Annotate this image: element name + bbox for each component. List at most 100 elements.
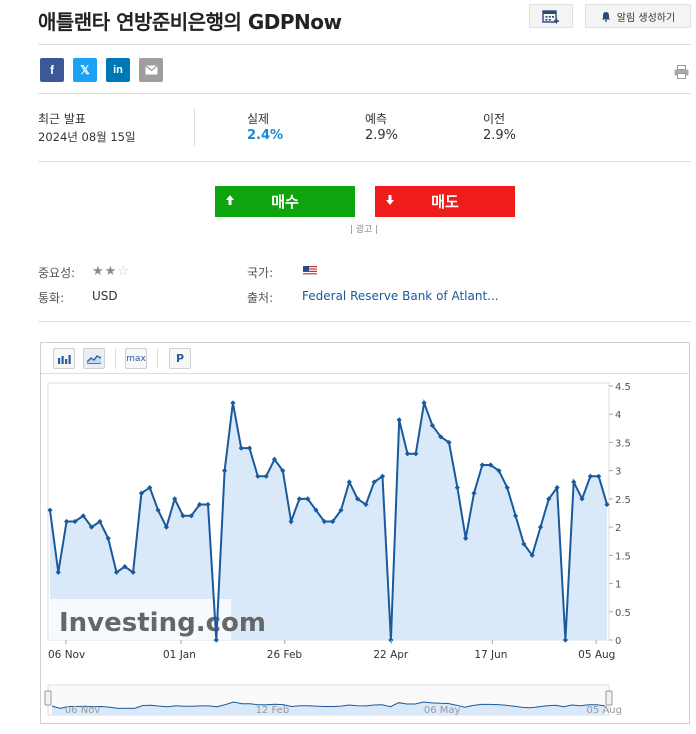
- previous-label: 이전: [483, 112, 506, 126]
- data-point: [529, 552, 535, 558]
- share-email-button[interactable]: [139, 58, 163, 82]
- x-tick-label: 22 Apr: [373, 649, 409, 661]
- navigator-handle: [44, 690, 52, 706]
- y-tick-label: 0.5: [615, 608, 631, 619]
- data-point: [504, 485, 510, 491]
- sell-label: 매도: [431, 193, 459, 211]
- navigator-line: [51, 701, 606, 709]
- buy-button[interactable]: 매수: [215, 186, 355, 217]
- data-point: [537, 524, 544, 530]
- country-label: 국가:: [247, 266, 274, 280]
- share-linkedin-button[interactable]: in: [106, 58, 130, 82]
- star-empty-icon: ☆: [117, 264, 130, 279]
- data-point: [521, 541, 527, 547]
- data-point: [97, 518, 103, 525]
- arrow-down-icon: [386, 195, 394, 205]
- star-filled-icon: ★: [104, 264, 118, 279]
- data-point: [105, 535, 111, 541]
- bar-chart-button[interactable]: [53, 348, 75, 369]
- buy-label: 매수: [271, 193, 299, 211]
- x-tick-label: 01 Jan: [163, 649, 196, 661]
- x-tick-label: 06 Nov: [48, 649, 85, 661]
- sell-button[interactable]: 매도: [375, 186, 515, 217]
- arrow-up-icon: [226, 195, 234, 205]
- data-point: [546, 496, 552, 502]
- page-title: 애틀랜타 연방준비은행의 GDPNow: [38, 10, 342, 34]
- star-filled-icon: ★: [92, 264, 105, 279]
- divider: [194, 108, 195, 146]
- y-tick-label: 4.5: [615, 382, 631, 393]
- data-point: [429, 422, 436, 429]
- data-point: [488, 462, 494, 468]
- data-point: [213, 637, 219, 643]
- x-tick-label: 05 Aug: [578, 649, 615, 661]
- area-chart-icon: [86, 355, 102, 364]
- bell-icon: [601, 11, 610, 22]
- y-tick-label: 0: [615, 636, 621, 647]
- importance-label: 중요성:: [38, 266, 76, 280]
- data-point: [72, 518, 78, 525]
- navigator-handle: [605, 690, 613, 706]
- source-label: 출처:: [247, 291, 274, 305]
- data-point: [404, 451, 411, 457]
- divider: [38, 161, 691, 162]
- divider: [157, 348, 158, 369]
- importance-stars: ★★☆: [92, 264, 130, 279]
- navigator-label: 05 Aug: [587, 705, 622, 716]
- add-to-calendar-button[interactable]: [529, 4, 573, 28]
- data-point: [205, 501, 211, 508]
- data-point: [479, 462, 485, 468]
- data-point: [138, 490, 145, 496]
- forecast-label: 예측: [365, 112, 388, 126]
- previous-value: 2.9%: [483, 128, 517, 143]
- actual-value: 2.4%: [247, 128, 284, 143]
- data-point: [163, 524, 169, 530]
- envelope-icon: [144, 65, 158, 75]
- divider: [38, 44, 691, 45]
- print-button[interactable]: [674, 64, 689, 83]
- divider: [115, 348, 116, 369]
- data-point: [113, 569, 120, 575]
- create-alert-label: 알림 생성하기: [616, 12, 676, 24]
- p-button[interactable]: P: [169, 348, 191, 369]
- x-tick-label: 17 Jun: [474, 649, 507, 661]
- chart-panel: max P Investing.com 0 0.5 1 1.5 2 2.5 3 3.5 4 4.5 0…: [40, 342, 690, 724]
- watermark-text: Investing.com: [59, 608, 266, 638]
- share-twitter-button[interactable]: 𝕏: [73, 58, 97, 82]
- y-tick-label: 3: [615, 467, 621, 478]
- forecast-value: 2.9%: [365, 128, 399, 143]
- source-link[interactable]: Federal Reserve Bank of Atlant...: [302, 289, 499, 303]
- max-range-button[interactable]: max: [125, 348, 147, 369]
- data-point: [130, 569, 136, 575]
- y-tick-label: 3.5: [615, 438, 631, 449]
- gdpnow-chart: Investing.com 0 0.5 1 1.5 2 2.5 3 3.5 4 4.5 06 Nov 0…: [44, 382, 631, 716]
- data-point: [296, 496, 303, 502]
- data-point: [321, 518, 327, 525]
- data-point: [471, 490, 477, 496]
- us-flag-icon: [303, 266, 317, 276]
- data-point: [371, 479, 377, 485]
- data-point: [363, 501, 369, 508]
- divider: [38, 93, 691, 94]
- area-chart-button[interactable]: [83, 348, 105, 369]
- data-point: [354, 496, 361, 502]
- y-tick-label: 2.5: [615, 495, 631, 506]
- data-point: [388, 637, 394, 643]
- data-point: [55, 569, 61, 575]
- create-alert-button[interactable]: 알림 생성하기: [585, 4, 691, 28]
- bar-chart-icon: [57, 354, 71, 364]
- printer-icon: [674, 65, 689, 79]
- data-point: [604, 501, 610, 508]
- navigator-area: [52, 702, 605, 715]
- data-point: [288, 518, 294, 525]
- y-tick-label: 4: [615, 410, 621, 421]
- y-tick-label: 1.5: [615, 551, 631, 562]
- data-point: [446, 439, 452, 446]
- navigator-label: 12 Feb: [256, 705, 290, 716]
- calendar-add-icon: [542, 9, 559, 23]
- data-point: [330, 518, 336, 525]
- data-point: [64, 518, 70, 525]
- divider: [38, 321, 691, 322]
- share-facebook-button[interactable]: f: [40, 58, 64, 82]
- data-point: [562, 637, 569, 643]
